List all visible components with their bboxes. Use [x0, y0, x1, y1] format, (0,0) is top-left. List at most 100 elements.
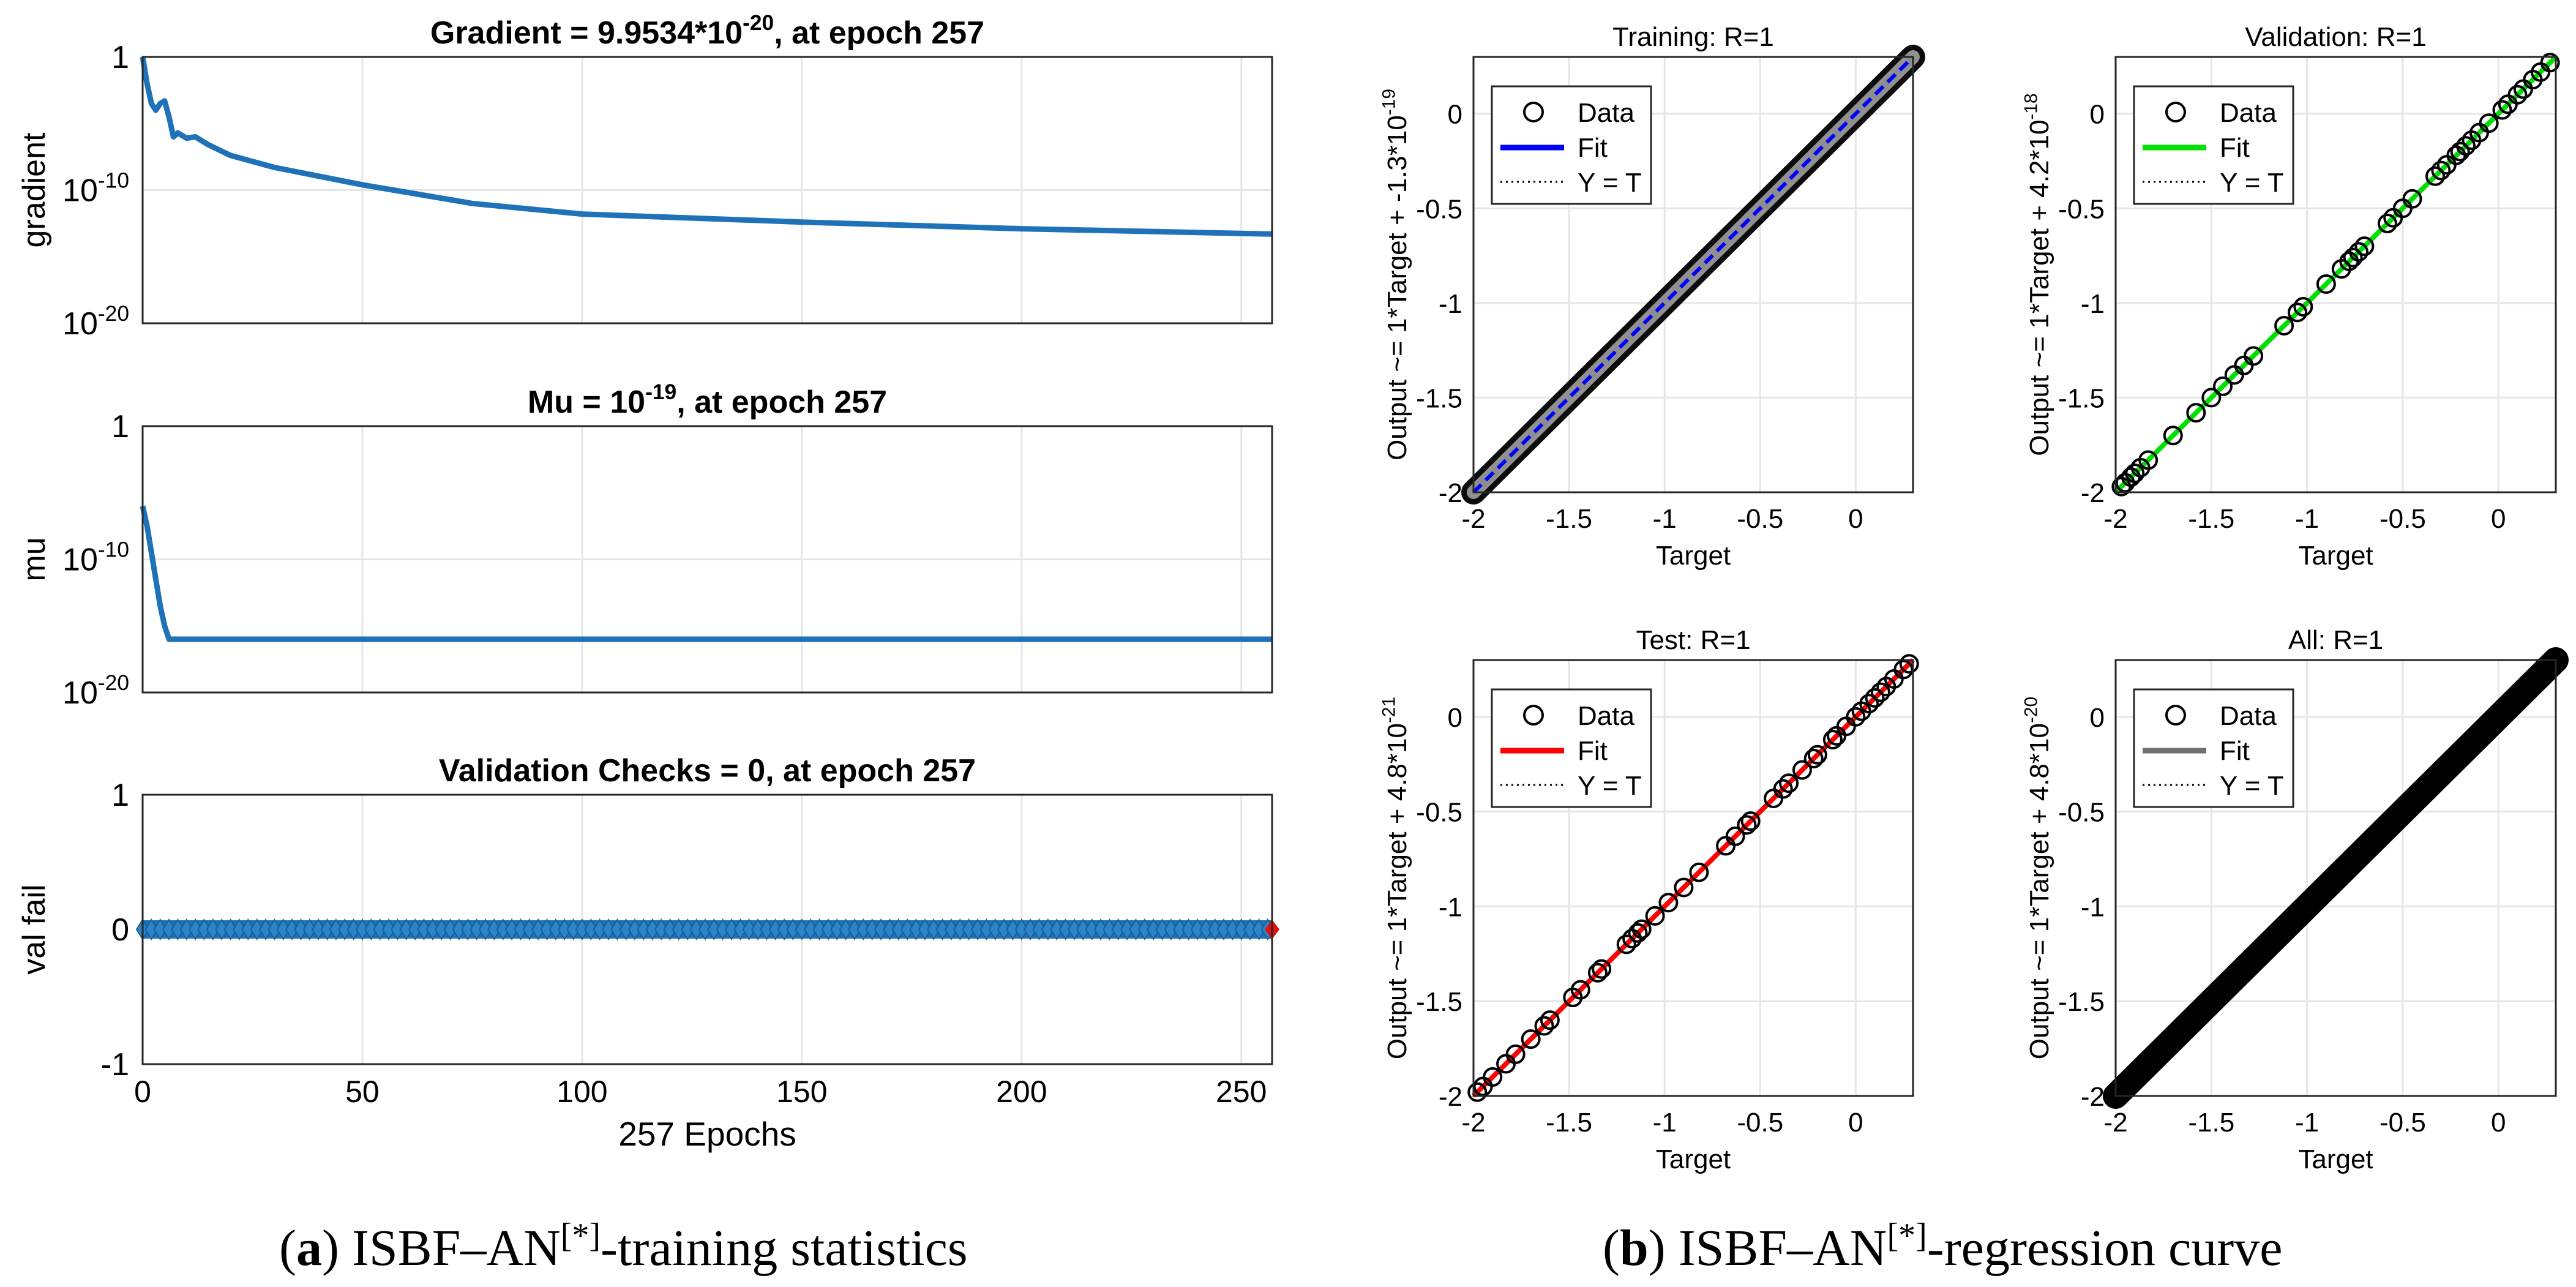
legend: Data Fit Y = T — [1491, 688, 1652, 808]
legend: Data Fit Y = T — [1491, 85, 1652, 205]
data-point — [2450, 141, 2470, 162]
y-tick-label: -0.5 — [2058, 798, 2105, 828]
y-tick-label: -2 — [2081, 1082, 2105, 1112]
y-tick-label: -1 — [101, 1047, 129, 1083]
y-tick-label: 10-10 — [62, 538, 129, 578]
data-point — [2244, 346, 2264, 366]
axes-box — [141, 794, 1273, 1065]
legend-label: Data — [2220, 98, 2277, 128]
y-axis-label: Output ~= 1*Target + -1.3*10-19 — [1379, 89, 1412, 460]
data-point — [1505, 1044, 1526, 1064]
data-point — [1870, 682, 1890, 702]
axes-box — [141, 425, 1273, 694]
fit-line-overlay — [1472, 55, 1915, 494]
x-tick-label: -1 — [2295, 1108, 2319, 1138]
regression-panel-1: -2-2 -1.5 -1.5 -1 -1 -0.5 -0.5 0 0 Training: R=1 T… — [1379, 22, 1925, 571]
y-tick-label: -1 — [1439, 892, 1462, 922]
data-point — [2479, 113, 2499, 133]
data-point — [1658, 893, 1679, 913]
y-tick-label: 1 — [111, 409, 129, 445]
x-tick-label: -1.5 — [2188, 1108, 2234, 1138]
y-tick-label: 0 — [2090, 703, 2105, 733]
legend-label: Data — [2220, 701, 2277, 731]
legend-label: Data — [1578, 701, 1634, 731]
x-axis-label: Target — [2298, 1144, 2373, 1174]
data-point — [2492, 100, 2512, 120]
y-tick-label: 0 — [2090, 100, 2105, 130]
legend-label: Fit — [2220, 736, 2250, 766]
x-tick-label: 250 — [1216, 1075, 1267, 1109]
y-tick-label: 10-20 — [62, 671, 129, 711]
data-band — [2103, 647, 2569, 1109]
y-tick-label: -1 — [2081, 289, 2105, 319]
y-tick-label: -1.5 — [1416, 987, 1462, 1017]
data-point — [1570, 980, 1590, 1000]
y-tick-label: -2 — [2081, 478, 2105, 508]
regression-panel-3: -2-2 -1.5 -1.5 -1 -1 -0.5 -0.5 0 0 Test: R=1 Targe… — [1379, 625, 1919, 1174]
data-point — [1483, 1067, 1503, 1087]
x-tick-label: -2 — [1461, 504, 1485, 534]
data-point — [1631, 919, 1652, 939]
data-point — [2377, 214, 2397, 234]
data-point — [1587, 962, 1608, 983]
data-point — [2431, 160, 2451, 181]
legend-label: Fit — [1578, 133, 1608, 163]
legend-data-marker — [2165, 102, 2186, 122]
data-point — [1737, 815, 1757, 835]
data-point — [2163, 426, 2183, 446]
y-tick-label: -2 — [1439, 478, 1462, 508]
x-axis-label: Target — [1656, 541, 1731, 571]
legend: Data Fit Y = T — [2133, 85, 2294, 205]
x-axis-label: Target — [1656, 1144, 1731, 1174]
data-point — [2287, 302, 2307, 323]
x-tick-label: -0.5 — [1737, 504, 1783, 534]
x-tick-label: 150 — [776, 1075, 827, 1109]
data-point — [1725, 826, 1745, 846]
y-tick-label: -1.5 — [2058, 383, 2105, 413]
x-tick-label: -2 — [1461, 1108, 1485, 1138]
data-point — [1521, 1029, 1541, 1049]
axes-box — [141, 56, 1273, 325]
data-point — [2343, 247, 2363, 268]
panel-title: Validation Checks = 0, at epoch 257 — [439, 753, 976, 789]
axes-box — [2114, 659, 2557, 1097]
data-point — [1846, 707, 1866, 727]
panel-title: Mu = 10-19, at epoch 257 — [528, 380, 887, 420]
data-point — [2213, 376, 2233, 396]
x-tick-label: -1 — [1653, 504, 1677, 534]
y-tick-label: -2 — [1439, 1082, 1462, 1112]
data-point — [1792, 760, 1812, 780]
x-tick-label: -0.5 — [2379, 1108, 2426, 1138]
x-tick-label: -1.5 — [1546, 1108, 1592, 1138]
regression-panel-4: -2-2 -1.5 -1.5 -1 -1 -0.5 -0.5 0 0 All: R=1 Target… — [2021, 625, 2569, 1174]
axes-box — [1472, 659, 1914, 1097]
data-point — [1689, 862, 1709, 882]
data-point — [2125, 463, 2145, 484]
data-point — [2540, 53, 2560, 73]
legend: Data Fit Y = T — [2133, 688, 2294, 808]
y-axis-label: Output ~= 1*Target + 4.2*10-18 — [2021, 93, 2054, 456]
legend-label: Y = T — [1578, 771, 1642, 801]
data-point — [1540, 1010, 1560, 1030]
data-point — [1740, 811, 1761, 831]
y-tick-label: -1 — [2081, 892, 2105, 922]
data-point — [2507, 84, 2528, 105]
data-point — [2354, 236, 2375, 257]
legend-label: Fit — [2220, 133, 2250, 163]
legend-data-marker — [1523, 102, 1544, 122]
data-point — [2274, 315, 2294, 336]
data-point — [2402, 189, 2422, 209]
panel-title: Training: R=1 — [1612, 22, 1774, 52]
data-point — [1467, 1082, 1488, 1102]
data-point — [1773, 779, 1793, 799]
y-tick-label: 1 — [111, 778, 129, 813]
y-tick-label: -0.5 — [1416, 194, 1462, 224]
data-point — [1616, 934, 1636, 955]
data-point — [1592, 959, 1612, 979]
x-tick-label: -2 — [2103, 1108, 2127, 1138]
y-axis-label: mu — [17, 537, 52, 581]
legend-label: Y = T — [1578, 168, 1642, 198]
y-tick-label: -0.5 — [2058, 194, 2105, 224]
x-tick-label: 0 — [1848, 504, 1863, 534]
